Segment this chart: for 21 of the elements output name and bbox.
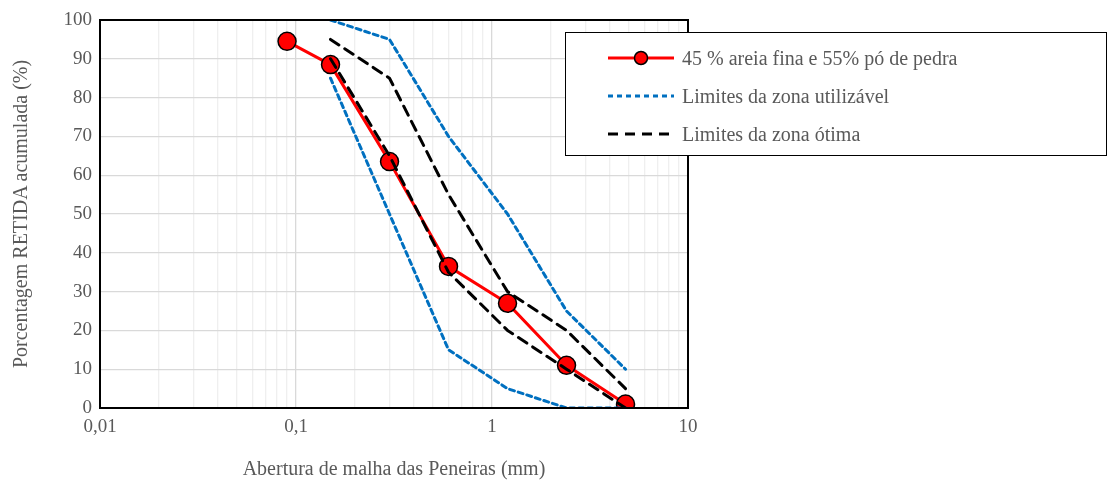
y-tick-label: 0: [82, 395, 92, 417]
legend-label: Limites da zona ótima: [682, 122, 861, 146]
y-tick-label: 10: [73, 357, 92, 379]
y-tick-label: 50: [73, 201, 92, 223]
x-axis-title: Abertura de malha das Peneiras (mm): [242, 457, 546, 481]
y-tick-label: 30: [73, 279, 92, 301]
x-tick-label: 1: [487, 415, 497, 437]
y-tick-label: 70: [73, 124, 92, 146]
y-tick-label: 40: [73, 240, 92, 262]
y-axis-title: Porcentagem RETIDA acumulada (%): [9, 59, 33, 369]
y-tick-label: 80: [73, 85, 92, 107]
legend-label: Limites da zona utilizável: [682, 84, 890, 108]
point: [497, 293, 518, 313]
legend-label: 45 % areia fina e 55% pó de pedra: [682, 46, 958, 70]
y-tick-label: 90: [73, 46, 92, 68]
y-tick-label: 60: [73, 163, 92, 185]
x-tick-label: 0,01: [83, 415, 117, 437]
x-tick-label: 10: [678, 415, 698, 437]
x-tick-label: 0,1: [284, 415, 308, 437]
y-tick-label: 100: [63, 7, 92, 29]
y-tick-label: 20: [73, 318, 92, 340]
